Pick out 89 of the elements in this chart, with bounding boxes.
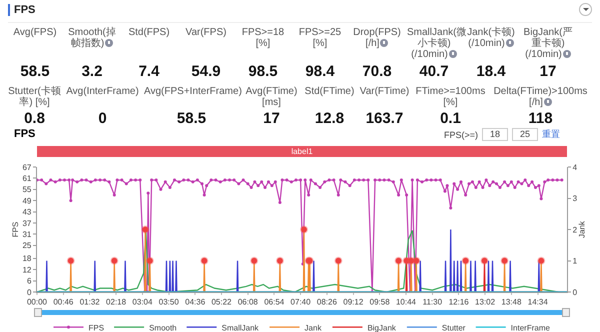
x-tick-label: 04:36 [185,298,206,307]
x-tick-label: 11:30 [422,298,443,307]
x-tick-label: 05:22 [211,298,232,307]
y-tick-label: 55 [22,185,32,194]
text: SmallJank(微小卡顿) (/10min) [407,27,466,60]
text: 0.8 [23,110,46,127]
text: Avg(FPS) [12,27,58,38]
y-tick-label: 12 [22,265,32,274]
chart-title: FPS [14,128,36,140]
text: 98.4 [304,63,336,80]
text: Avg(InterFrame) [65,86,140,97]
x-tick-label: 13:02 [475,298,496,307]
text: 58.5 [19,63,51,80]
text: Stutter(卡顿率) [%] [8,86,61,108]
x-tick-label: 02:18 [106,298,127,307]
x-tick-label: 07:40 [290,298,312,307]
x-tick-label: 09:58 [370,298,390,307]
text: 58.5 [176,110,208,127]
x-tick-label: 13:48 [501,298,522,307]
x-tick-label: 12:16 [448,298,470,307]
legend-label: SmallJank [222,323,260,332]
text: FPS>=18 [%] [240,27,286,49]
x-tick-label: 03:50 [158,298,180,307]
text: 3.2 [80,63,104,80]
text: Delta(FTime)>100ms [/h] [492,86,588,108]
text: Smooth(掉帧指数) [67,27,117,49]
text: 17 [262,110,281,127]
legend-label: InterFrame [510,323,550,332]
x-tick-label: 00:46 [53,298,74,307]
text: 17 [538,63,558,80]
text: 118 [527,110,554,127]
x-tick-label: 01:32 [80,298,100,307]
y-tick-label: 25 [22,241,32,250]
y2-tick-label: 4 [572,162,578,172]
text: 18 [482,128,508,141]
legend-label: Stutter [442,323,466,332]
text: BigJank(严重卡顿) (/10min) [522,27,574,60]
text: FPS [8,4,36,16]
y-tick-label: 37 [22,218,32,228]
text: label1 [37,146,567,157]
y2-axis-title: Jank [578,220,587,238]
y2-tick-label: 2 [572,225,578,234]
text: 163.7 [364,110,404,127]
text: 70.8 [361,63,393,80]
text: FTime>=100ms [%] [414,86,486,108]
text: 98.5 [247,63,279,80]
text: Drop(FPS) [/h] [352,27,402,49]
x-tick-label: 00:00 [26,298,48,307]
legend-label: BigJank [367,323,397,332]
y-tick-label: 49 [22,196,32,206]
text: Avg(FPS+InterFrame) [144,86,242,97]
legend-label: Jank [304,323,322,332]
text: Std(FPS) [127,27,171,38]
y-axis-title: FPS [11,222,20,238]
legend-label: FPS [88,323,104,332]
y2-tick-label: 0 [572,288,578,297]
text: FPS(>=) [444,130,478,140]
text: 25 [512,128,538,141]
text: 0 [97,110,108,127]
x-tick-label: 10:44 [396,298,417,307]
y2-tick-label: 3 [572,194,578,204]
text: Var(FTime) [358,86,410,97]
text: Var(FPS) [184,27,228,38]
y-tick-label: 0 [26,288,32,297]
x-tick-label: 06:08 [238,298,258,307]
x-tick-label: 09:12 [343,298,364,307]
y-tick-label: 67 [22,162,32,172]
legend-label: Smooth [149,323,177,332]
y-tick-label: 6 [26,276,32,286]
text: 重置 [542,128,560,141]
text: 0.1 [439,110,462,127]
text: 18.4 [475,63,507,80]
text: 40.7 [418,63,450,80]
text: Avg(FTime) [ms] [244,86,298,108]
text: Jank(卡顿) (/10min) [467,27,515,49]
text: FPS>=25 [%] [298,27,342,49]
y-tick-label: 61 [22,174,32,183]
x-tick-label: 08:26 [316,298,338,307]
x-tick-label: 03:04 [132,298,153,307]
x-tick-label: 06:54 [264,298,285,307]
y-tick-label: 43 [22,208,32,217]
x-tick-label: 14:34 [528,298,548,307]
y-tick-label: 31 [22,230,32,239]
text: 12.8 [314,110,346,127]
y-tick-label: 18 [22,254,32,264]
text: 54.9 [190,63,222,80]
text: 7.4 [138,63,160,80]
y2-tick-label: 1 [572,256,578,266]
text: Std(FTime) [304,86,355,97]
